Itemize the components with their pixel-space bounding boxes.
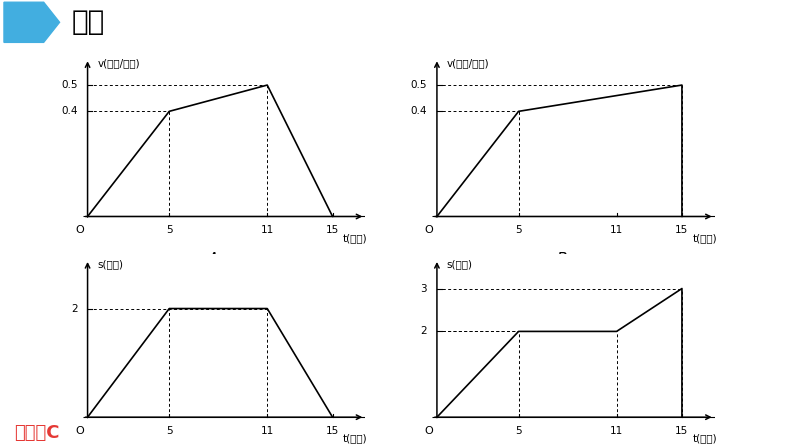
- Text: O: O: [424, 225, 434, 235]
- Text: 2: 2: [71, 304, 78, 314]
- Text: 15: 15: [676, 426, 688, 436]
- Text: B: B: [557, 252, 567, 267]
- Text: O: O: [75, 225, 84, 235]
- Text: v(千米/分钟): v(千米/分钟): [447, 58, 489, 68]
- Text: O: O: [75, 426, 84, 436]
- Text: 11: 11: [610, 426, 623, 436]
- Text: 15: 15: [326, 426, 339, 436]
- Text: 3: 3: [421, 284, 427, 293]
- Text: 5: 5: [166, 225, 172, 235]
- Text: 0.5: 0.5: [61, 80, 78, 90]
- Text: 11: 11: [610, 225, 623, 235]
- Text: 5: 5: [515, 225, 522, 235]
- Text: O: O: [424, 426, 434, 436]
- Text: 15: 15: [676, 225, 688, 235]
- Text: 0.4: 0.4: [61, 106, 78, 116]
- Text: t(分钟): t(分钟): [692, 233, 717, 243]
- Text: 11: 11: [260, 426, 274, 436]
- Text: v(千米/分钟): v(千米/分钟): [98, 58, 140, 68]
- Text: t(分钟): t(分钟): [692, 434, 717, 443]
- Polygon shape: [4, 2, 60, 42]
- Text: t(分钟): t(分钟): [343, 233, 368, 243]
- Text: 答案：C: 答案：C: [14, 424, 60, 442]
- Text: 0.5: 0.5: [410, 80, 427, 90]
- Text: s(千米): s(千米): [447, 259, 472, 269]
- Text: A: A: [207, 252, 218, 267]
- Text: 数学: 数学: [71, 8, 105, 36]
- Text: 5: 5: [166, 426, 172, 436]
- Text: 11: 11: [260, 225, 274, 235]
- Text: s(千米): s(千米): [98, 259, 123, 269]
- Text: 2: 2: [421, 326, 427, 336]
- Text: 15: 15: [326, 225, 339, 235]
- Text: t(分钟): t(分钟): [343, 434, 368, 443]
- Text: 5: 5: [515, 426, 522, 436]
- Text: 0.4: 0.4: [410, 106, 427, 116]
